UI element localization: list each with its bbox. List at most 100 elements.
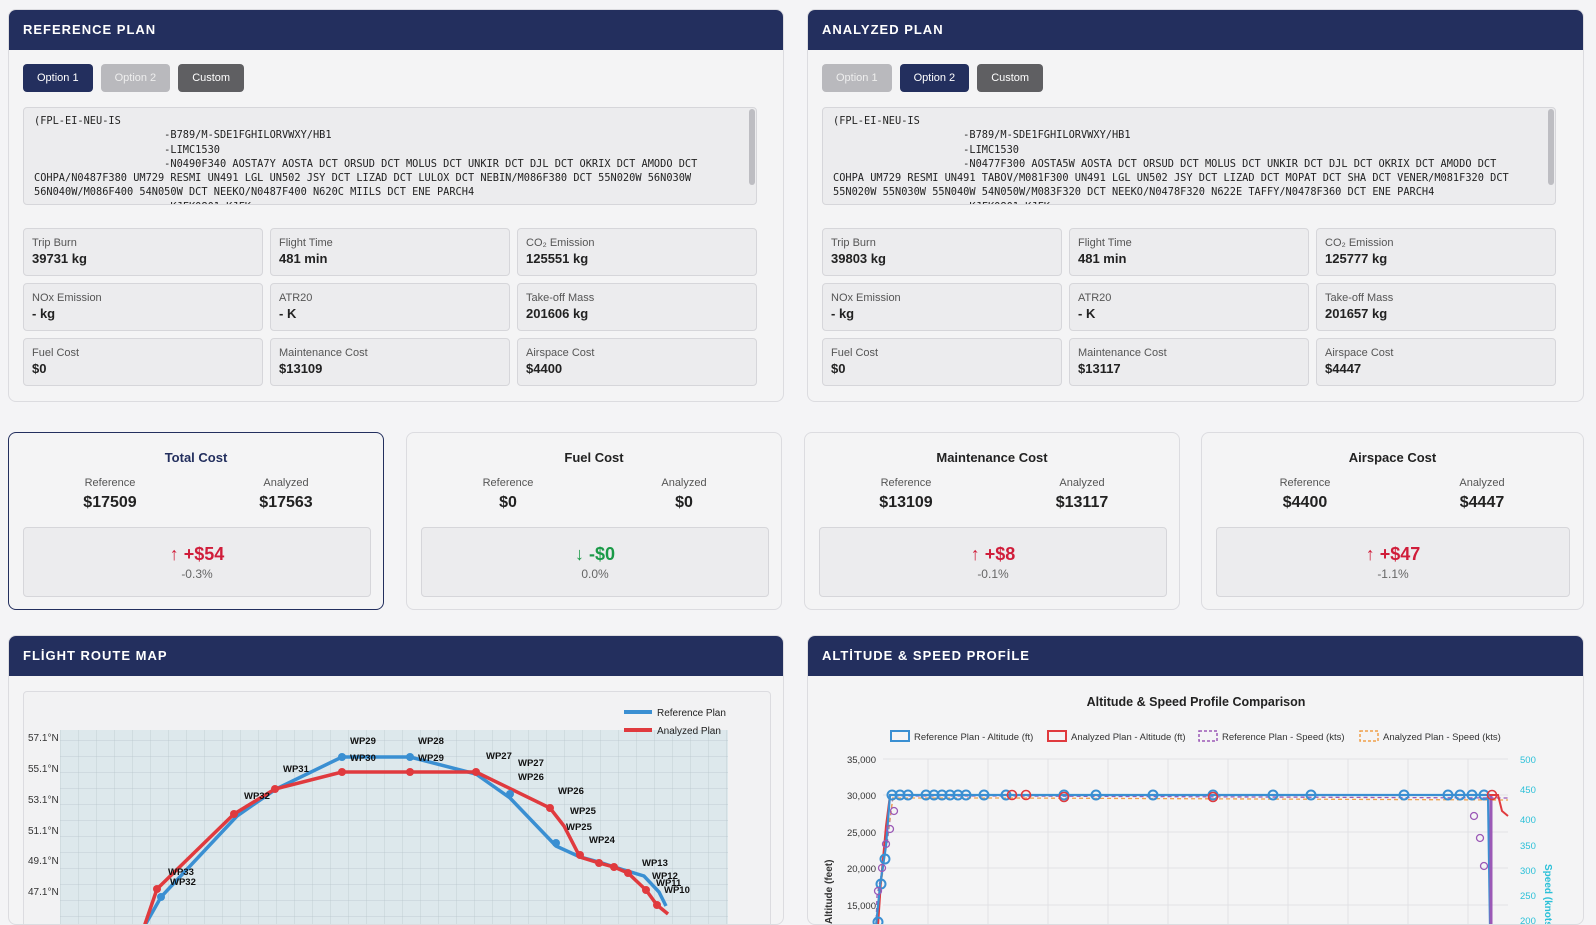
route-map-frame[interactable]: 57.1°N 55.1°N 53.1°N 51.1°N 49.1°N 47.1°… bbox=[23, 691, 771, 925]
maintenance-cost-card[interactable]: Maintenance Cost Reference$13109 Analyze… bbox=[804, 432, 1180, 610]
card-ref-label: Reference bbox=[420, 477, 596, 489]
analyzed-metric-fuel-cost: Fuel Cost $0 bbox=[822, 338, 1062, 386]
lat-tick-labels: 57.1°N 55.1°N 53.1°N 51.1°N 49.1°N 47.1°… bbox=[28, 733, 59, 898]
metric-label: Fuel Cost bbox=[32, 347, 254, 359]
reference-metric-atr20: ATR20- K bbox=[270, 283, 510, 331]
route-point bbox=[230, 810, 238, 818]
airspace-cost-card[interactable]: Airspace Cost Reference$4400 Analyzed$44… bbox=[1201, 432, 1584, 610]
card-reference-col: Reference$17509 bbox=[22, 477, 198, 512]
card-delta-value: ↑ +$54 bbox=[24, 544, 370, 565]
metric-value: - kg bbox=[32, 306, 254, 321]
analyzed-option-group: Option 1 Option 2 Custom bbox=[822, 64, 1043, 92]
card-ref-value: $17509 bbox=[22, 494, 198, 512]
card-delta-percent: -0.1% bbox=[820, 567, 1166, 581]
analyzed-custom-button[interactable]: Custom bbox=[977, 64, 1043, 92]
reference-fpl-scrollbar[interactable] bbox=[749, 109, 755, 185]
metric-label: ATR20 bbox=[279, 292, 501, 304]
legend-ana-spd: Analyzed Plan - Speed (kts) bbox=[1383, 732, 1501, 743]
altitude-speed-chart[interactable]: Altitude & Speed Profile Comparison Refe… bbox=[808, 676, 1584, 925]
route-map-panel: FLİGHT ROUTE MAP 57.1°N 55.1°N 53.1°N 51… bbox=[8, 635, 784, 925]
route-point bbox=[653, 901, 661, 909]
metric-label: Take-off Mass bbox=[1325, 292, 1547, 304]
card-ref-value: $13109 bbox=[818, 494, 994, 512]
waypoint-label: WP32 bbox=[170, 877, 196, 888]
y-right-tick: 500 bbox=[1520, 755, 1536, 766]
card-ana-value: $4447 bbox=[1394, 494, 1570, 512]
analyzed-fpl-scrollbar[interactable] bbox=[1548, 109, 1554, 185]
route-point bbox=[271, 785, 279, 793]
y-left-tick: 30,000 bbox=[847, 791, 876, 802]
analyzed-option-2-button[interactable]: Option 2 bbox=[900, 64, 970, 92]
route-point bbox=[552, 839, 560, 847]
reference-custom-button[interactable]: Custom bbox=[178, 64, 244, 92]
y-right-axis-label: Speed (knots) bbox=[1542, 864, 1553, 925]
card-delta-amount: +$8 bbox=[985, 544, 1016, 564]
gridlines bbox=[883, 759, 1508, 925]
analyzed-plan-panel: ANALYZED PLAN Option 1 Option 2 Custom (… bbox=[807, 9, 1584, 402]
card-delta-percent: 0.0% bbox=[422, 567, 768, 581]
metric-value: $13109 bbox=[279, 361, 501, 376]
metric-label: Airspace Cost bbox=[526, 347, 748, 359]
card-delta-value: ↑ +$8 bbox=[820, 544, 1166, 565]
legend-analyzed-plan: Analyzed Plan bbox=[657, 726, 721, 737]
card-title: Maintenance Cost bbox=[805, 450, 1179, 465]
metric-value: $0 bbox=[831, 361, 1053, 376]
metric-label: Fuel Cost bbox=[831, 347, 1053, 359]
metric-label: NOx Emission bbox=[32, 292, 254, 304]
route-point bbox=[595, 859, 603, 867]
card-delta-box: ↑ +$54-0.3% bbox=[23, 527, 371, 597]
metric-value: $13117 bbox=[1078, 361, 1300, 376]
y-right-tick: 450 bbox=[1520, 785, 1536, 796]
route-map-svg[interactable]: 57.1°N 55.1°N 53.1°N 51.1°N 49.1°N 47.1°… bbox=[24, 692, 772, 925]
metric-value: - kg bbox=[831, 306, 1053, 321]
card-reference-col: Reference $0 bbox=[420, 477, 596, 512]
reference-option-1-button[interactable]: Option 1 bbox=[23, 64, 93, 92]
waypoint-label: WP25 bbox=[566, 822, 593, 833]
metric-label: Flight Time bbox=[1078, 237, 1300, 249]
reference-metric-fuel-cost: Fuel Cost $0 bbox=[23, 338, 263, 386]
total-cost-card[interactable]: Total Cost Reference$17509 Analyzed$1756… bbox=[8, 432, 384, 610]
legend-ref-alt: Reference Plan - Altitude (ft) bbox=[914, 732, 1033, 743]
metric-label: Flight Time bbox=[279, 237, 501, 249]
card-analyzed-col: Analyzed$13117 bbox=[994, 477, 1170, 512]
card-title: Fuel Cost bbox=[407, 450, 781, 465]
route-point bbox=[406, 753, 414, 761]
metric-value: $0 bbox=[32, 361, 254, 376]
analyzed-option-1-button[interactable]: Option 1 bbox=[822, 64, 892, 92]
reference-option-2-button[interactable]: Option 2 bbox=[101, 64, 171, 92]
metric-label: NOx Emission bbox=[831, 292, 1053, 304]
legend-reference-plan: Reference Plan bbox=[657, 708, 726, 719]
lat-tick: 57.1°N bbox=[28, 733, 59, 744]
waypoint-label: WP27 bbox=[518, 758, 544, 769]
y-left-tick: 25,000 bbox=[847, 828, 876, 839]
waypoint-label: WP31 bbox=[283, 764, 310, 775]
waypoint-label: WP28 bbox=[418, 736, 444, 747]
analyzed-plan-header: ANALYZED PLAN bbox=[808, 10, 1583, 50]
card-ref-value: $0 bbox=[420, 494, 596, 512]
card-delta-amount: +$47 bbox=[1380, 544, 1421, 564]
y-left-axis-label: Altitude (feet) bbox=[824, 860, 835, 924]
altitude-speed-panel: ALTİTUDE & SPEED PROFİLE Altitude & Spee… bbox=[807, 635, 1584, 925]
analyzed-fpl-textarea[interactable]: (FPL-EI-NEU-IS -B789/M-SDE1FGHILORVWXY/H… bbox=[822, 107, 1556, 205]
card-delta-amount: -$0 bbox=[589, 544, 615, 564]
ana-speed-line bbox=[878, 798, 1508, 925]
route-point bbox=[576, 851, 584, 859]
card-delta-box: ↑ +$8 -0.1% bbox=[819, 527, 1167, 597]
card-ana-label: Analyzed bbox=[198, 477, 374, 489]
card-reference-col: Reference$13109 bbox=[818, 477, 994, 512]
card-delta-value: ↑ +$47 bbox=[1217, 544, 1569, 565]
metric-label: Trip Burn bbox=[32, 237, 254, 249]
reference-fpl-textarea[interactable]: (FPL-EI-NEU-IS -B789/M-SDE1FGHILORVWXY/H… bbox=[23, 107, 757, 205]
card-ref-value: $4400 bbox=[1217, 494, 1393, 512]
speed-point bbox=[1471, 813, 1478, 820]
analyzed-metric-maintenance-cost: Maintenance Cost$13117 bbox=[1069, 338, 1309, 386]
route-point bbox=[610, 863, 618, 871]
